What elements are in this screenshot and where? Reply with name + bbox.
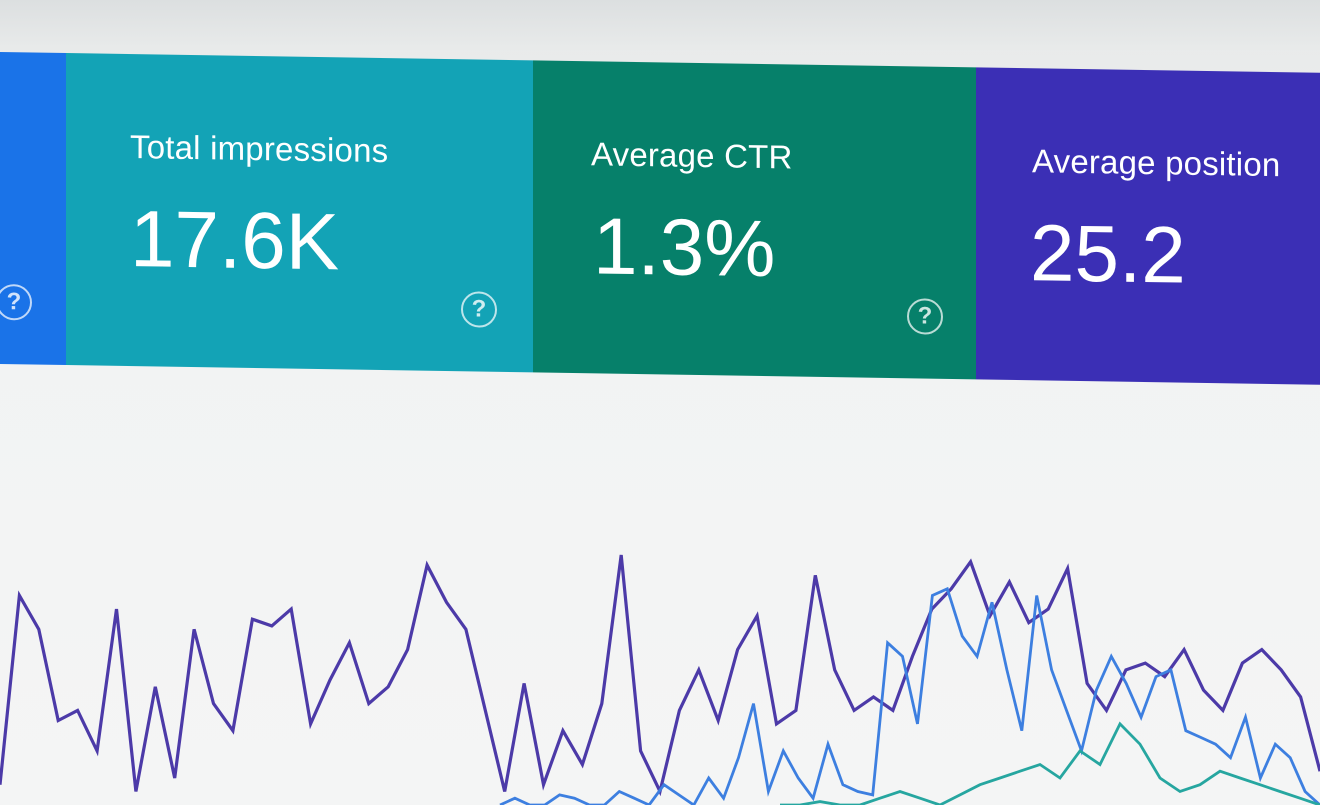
series-line-2 xyxy=(499,586,1320,805)
series-line-3 xyxy=(780,721,1320,805)
top-bar xyxy=(0,0,1320,52)
